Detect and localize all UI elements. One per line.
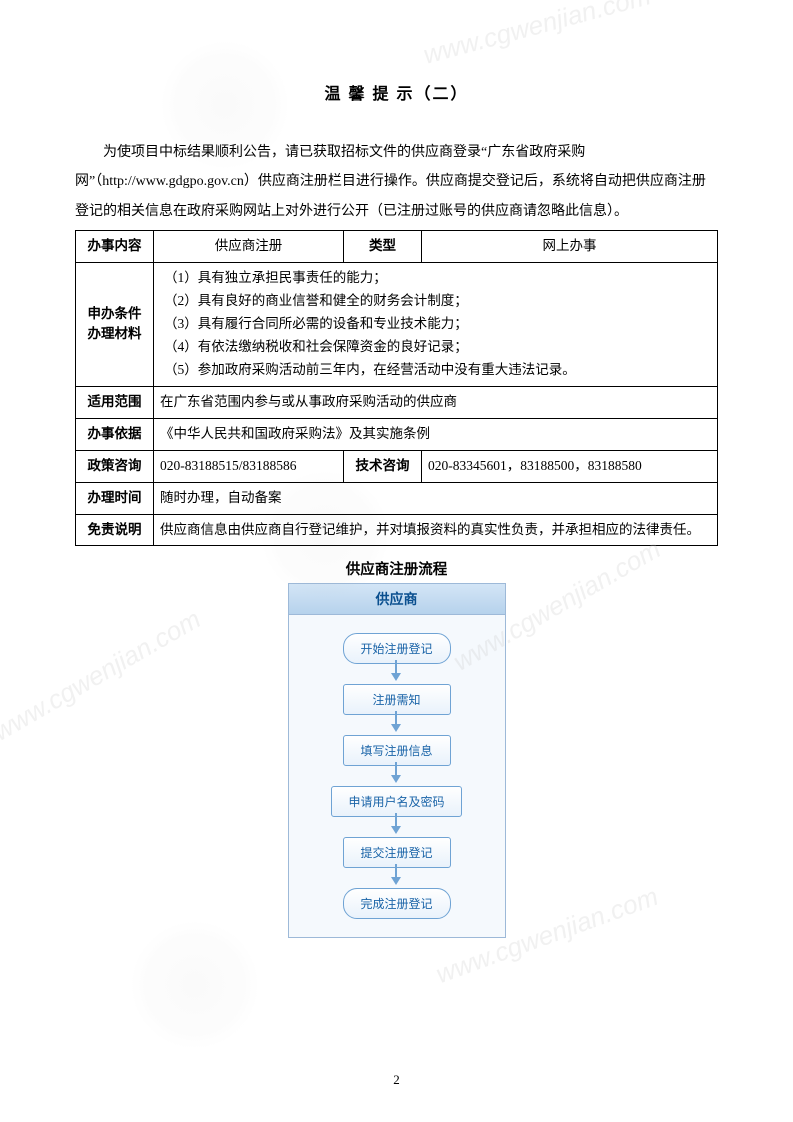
cell-value: 随时办理，自动备案 — [154, 482, 718, 514]
cell-label: 申办条件办理材料 — [76, 263, 154, 387]
table-row: 申办条件办理材料 （1）具有独立承担民事责任的能力； （2）具有良好的商业信誉和… — [76, 263, 718, 387]
watermark-circle — [130, 920, 260, 1050]
flowchart-body: 开始注册登记 注册需知 填写注册信息 申请用户名及密码 提交注册登记 完成注册登… — [289, 615, 505, 919]
table-row: 政策咨询 020-83188515/83188586 技术咨询 020-8334… — [76, 450, 718, 482]
table-row: 办理时间 随时办理，自动备案 — [76, 482, 718, 514]
watermark-text: www.cgwenjian.com — [0, 604, 206, 748]
cell-value: 020-83188515/83188586 — [154, 450, 344, 482]
cell-label: 政策咨询 — [76, 450, 154, 482]
cell-value: 网上办事 — [422, 231, 718, 263]
cell-value: 《中华人民共和国政府采购法》及其实施条例 — [154, 418, 718, 450]
cell-value: 供应商信息由供应商自行登记维护，并对填报资料的真实性负责，并承担相应的法律责任。 — [154, 514, 718, 546]
condition-item: （3）具有履行合同所必需的设备和专业技术能力； — [164, 313, 711, 336]
cell-value: 供应商注册 — [154, 231, 344, 263]
flow-node: 填写注册信息 — [343, 735, 451, 766]
condition-item: （4）有依法缴纳税收和社会保障资金的良好记录； — [164, 336, 711, 359]
flowchart-title: 供应商注册流程 — [75, 558, 718, 579]
table-row: 办事内容 供应商注册 类型 网上办事 — [76, 231, 718, 263]
cell-conditions: （1）具有独立承担民事责任的能力； （2）具有良好的商业信誉和健全的财务会计制度… — [154, 263, 718, 387]
watermark-text: www.cgwenjian.com — [420, 0, 654, 71]
cell-label: 类型 — [344, 231, 422, 263]
condition-item: （5）参加政府采购活动前三年内，在经营活动中没有重大违法记录。 — [164, 359, 711, 382]
page-title: 温 馨 提 示（二） — [75, 80, 718, 104]
cell-value: 020-83345601，83188500，83188580 — [422, 450, 718, 482]
table-row: 免责说明 供应商信息由供应商自行登记维护，并对填报资料的真实性负责，并承担相应的… — [76, 514, 718, 546]
cell-label: 技术咨询 — [344, 450, 422, 482]
condition-item: （1）具有独立承担民事责任的能力； — [164, 267, 711, 290]
flowchart-panel: 供应商 开始注册登记 注册需知 填写注册信息 申请用户名及密码 提交注册登记 完… — [288, 583, 506, 938]
intro-paragraph: 为使项目中标结果顺利公告，请已获取招标文件的供应商登录“广东省政府采购网”（ht… — [75, 138, 718, 226]
flow-node-start: 开始注册登记 — [343, 633, 451, 664]
page-number: 2 — [0, 1072, 793, 1088]
cell-value: 在广东省范围内参与或从事政府采购活动的供应商 — [154, 386, 718, 418]
flow-node: 注册需知 — [343, 684, 451, 715]
cell-label: 办理时间 — [76, 482, 154, 514]
cell-label: 办事依据 — [76, 418, 154, 450]
table-row: 办事依据 《中华人民共和国政府采购法》及其实施条例 — [76, 418, 718, 450]
cell-label: 办事内容 — [76, 231, 154, 263]
flowchart-header: 供应商 — [289, 584, 505, 615]
flow-node: 提交注册登记 — [343, 837, 451, 868]
info-table: 办事内容 供应商注册 类型 网上办事 申办条件办理材料 （1）具有独立承担民事责… — [75, 230, 718, 546]
cell-label: 适用范围 — [76, 386, 154, 418]
cell-label: 免责说明 — [76, 514, 154, 546]
flow-node-end: 完成注册登记 — [343, 888, 451, 919]
table-row: 适用范围 在广东省范围内参与或从事政府采购活动的供应商 — [76, 386, 718, 418]
condition-item: （2）具有良好的商业信誉和健全的财务会计制度； — [164, 290, 711, 313]
